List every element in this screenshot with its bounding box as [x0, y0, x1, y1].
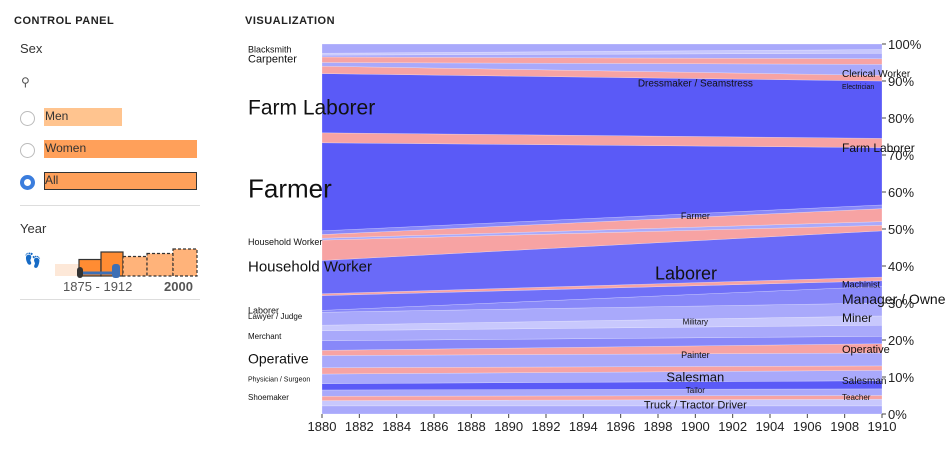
- year-handle-end[interactable]: [112, 264, 120, 278]
- occupation-label: Shoemaker: [248, 393, 289, 402]
- panel-divider: [20, 299, 200, 300]
- x-tick-label: 1910: [868, 419, 897, 434]
- x-tick-label: 1896: [606, 419, 635, 434]
- x-tick-label: 1898: [644, 419, 673, 434]
- year-histogram-bar: [146, 252, 174, 277]
- occupation-label: Operative: [842, 344, 890, 356]
- x-tick-label: 1908: [830, 419, 859, 434]
- y-tick-label: 90%: [888, 74, 914, 89]
- y-tick-label: 50%: [888, 222, 914, 237]
- occupation-label: Military: [683, 317, 708, 326]
- x-tick-label: 1888: [457, 419, 486, 434]
- occupation-label: Machinist: [842, 280, 881, 290]
- occupation-label: Blacksmith: [248, 45, 292, 55]
- occupation-label: Farm Laborer: [842, 141, 915, 155]
- x-tick-label: 1882: [345, 419, 374, 434]
- y-tick-label: 10%: [888, 370, 914, 385]
- y-tick-label: 70%: [888, 148, 914, 163]
- year-histogram-bar: [122, 255, 148, 277]
- year-histogram-slider[interactable]: [55, 240, 200, 280]
- x-tick-label: 1906: [793, 419, 822, 434]
- x-tick-label: 1884: [382, 419, 411, 434]
- occupation-label: Manager / Owner: [842, 291, 945, 307]
- sex-option-label: All: [45, 173, 59, 187]
- occupation-chart[interactable]: 1880 1882 1884 1886 1888 1890 1892 1894 1896 1898…: [240, 30, 945, 435]
- occupation-band[interactable]: [321, 405, 883, 415]
- x-tick-label: 1886: [420, 419, 449, 434]
- radio-button[interactable]: [20, 143, 35, 158]
- sex-share-bar: [44, 172, 197, 190]
- x-tick-label: 1892: [532, 419, 561, 434]
- occupation-label: Household Worker: [248, 258, 372, 275]
- occupation-label: Painter: [681, 350, 710, 360]
- occupation-label: Operative: [248, 350, 309, 366]
- x-tick-label: 1904: [756, 419, 785, 434]
- panel-divider: [20, 205, 200, 206]
- occupation-label: Farmer: [248, 173, 332, 203]
- radio-button[interactable]: [20, 111, 35, 126]
- x-tick-label: 1902: [718, 419, 747, 434]
- sex-label: Sex: [20, 41, 43, 56]
- y-tick-label: 100%: [888, 37, 922, 52]
- occupation-label: Salesman: [666, 370, 724, 385]
- visualization-title: VISUALIZATION: [245, 15, 336, 27]
- occupation-label: Tailor: [686, 386, 705, 395]
- x-tick-label: 1894: [569, 419, 598, 434]
- y-tick-label: 80%: [888, 111, 914, 126]
- occupation-label: Laborer: [248, 306, 279, 316]
- occupation-label: Household Worker: [248, 237, 322, 247]
- gender-icon[interactable]: ⚲: [21, 75, 30, 89]
- control-panel-title: CONTROL PANEL: [14, 15, 115, 27]
- footprints-icon[interactable]: 👣: [24, 252, 42, 268]
- occupation-label: Teacher: [842, 393, 871, 402]
- occupation-band[interactable]: [321, 73, 883, 139]
- occupation-label: Dressmaker / Seamstress: [638, 78, 753, 89]
- sex-share-bar: [44, 108, 122, 126]
- occupation-label: Laborer: [655, 264, 717, 284]
- sex-option-label: Men: [45, 109, 69, 123]
- y-tick-label: 20%: [888, 333, 914, 348]
- occupation-label: Physician / Surgeon: [248, 376, 310, 383]
- occupation-label: Salesman: [842, 376, 886, 387]
- year-handle-start[interactable]: [77, 267, 83, 278]
- year-range-text: 1875 - 1912: [63, 279, 133, 294]
- x-tick-label: 1890: [494, 419, 523, 434]
- x-tick-label: 1880: [308, 419, 337, 434]
- occupation-label: Truck / Tractor Driver: [644, 400, 747, 412]
- year-histogram-bar: [172, 248, 198, 277]
- sex-option-men[interactable]: Men: [20, 108, 200, 130]
- occupation-label: Clerical Worker: [842, 69, 911, 80]
- occupation-label: Electrician: [842, 84, 874, 91]
- year-label: Year: [20, 221, 47, 236]
- x-tick-label: 1900: [681, 419, 710, 434]
- occupation-label: Farm Laborer: [248, 96, 375, 119]
- y-tick-label: 40%: [888, 259, 914, 274]
- y-tick-label: 30%: [888, 296, 914, 311]
- year-max-text: 2000: [164, 279, 193, 294]
- y-tick-label: 0%: [888, 407, 907, 422]
- sex-option-all[interactable]: All: [20, 172, 200, 194]
- y-tick-label: 60%: [888, 185, 914, 200]
- radio-button[interactable]: [20, 175, 35, 190]
- sex-share-bar: [44, 140, 197, 158]
- sex-option-women[interactable]: Women: [20, 140, 200, 162]
- occupation-label: Farmer: [681, 211, 710, 221]
- occupation-label: Carpenter: [248, 54, 297, 66]
- occupation-label: Merchant: [248, 332, 282, 341]
- occupation-label: Miner: [842, 311, 872, 325]
- sex-option-label: Women: [45, 141, 87, 155]
- occupation-label: Lawyer / Judge: [248, 312, 303, 321]
